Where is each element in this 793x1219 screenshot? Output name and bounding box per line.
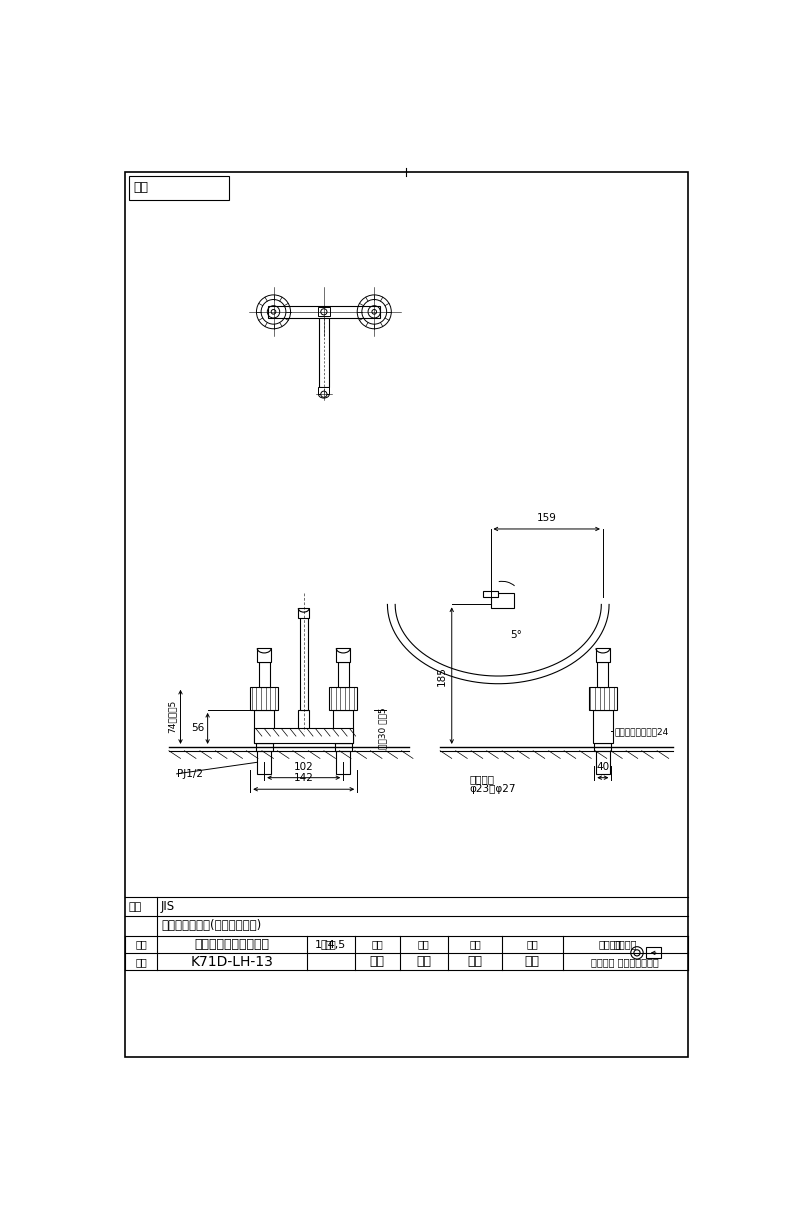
Bar — [254, 729, 354, 744]
Bar — [491, 592, 514, 608]
Bar — [128, 176, 229, 200]
Text: PJ1/2: PJ1/2 — [177, 769, 203, 779]
Text: 第三角法: 第三角法 — [614, 940, 637, 950]
Bar — [646, 947, 661, 958]
Text: 142: 142 — [293, 773, 314, 783]
Bar — [483, 590, 498, 597]
Text: 承認: 承認 — [371, 940, 383, 950]
Text: 取付穴径: 取付穴径 — [469, 774, 495, 784]
Bar — [594, 744, 611, 751]
Text: ツーバルブ台付混合栓: ツーバルブ台付混合栓 — [194, 937, 270, 951]
Bar — [257, 649, 271, 662]
Text: K71D-LH-13: K71D-LH-13 — [190, 954, 274, 969]
Bar — [597, 662, 608, 686]
Bar — [254, 709, 274, 744]
Bar — [593, 709, 613, 744]
Bar — [319, 388, 329, 394]
Text: 159: 159 — [537, 513, 557, 523]
Circle shape — [372, 310, 377, 315]
Circle shape — [321, 391, 327, 397]
Bar — [336, 747, 351, 774]
Circle shape — [271, 310, 276, 315]
Bar — [335, 744, 352, 751]
Text: ．．: ．． — [468, 956, 482, 968]
Bar — [255, 744, 273, 751]
Bar — [320, 318, 328, 388]
Bar — [589, 686, 617, 709]
Text: 図番: 図番 — [133, 182, 148, 194]
Circle shape — [321, 308, 327, 315]
Bar — [338, 662, 349, 686]
Text: 102: 102 — [294, 762, 313, 772]
Text: 尺度: 尺度 — [325, 940, 337, 950]
Text: 185: 185 — [437, 666, 447, 685]
Bar — [333, 709, 354, 744]
Bar — [259, 662, 270, 686]
Text: φ23～φ27: φ23～φ27 — [469, 784, 516, 794]
Text: 40: 40 — [596, 762, 610, 772]
Bar — [300, 616, 308, 709]
Text: 検図: 検図 — [418, 940, 430, 950]
Text: ．．: ．． — [370, 956, 385, 968]
Bar — [318, 307, 330, 317]
Text: 5°: 5° — [510, 630, 522, 640]
Bar — [268, 306, 381, 318]
Text: 品番: 品番 — [135, 957, 147, 967]
Text: 第三角法: 第三角法 — [598, 940, 622, 950]
Bar — [596, 649, 610, 662]
Text: JIS: JIS — [161, 900, 175, 913]
Text: 設計: 設計 — [527, 940, 538, 950]
Bar — [329, 686, 357, 709]
Text: 56: 56 — [191, 723, 205, 734]
Text: 74リフト5: 74リフト5 — [167, 700, 177, 734]
Bar — [596, 747, 610, 774]
Bar — [298, 709, 309, 731]
Bar — [251, 686, 278, 709]
Bar — [257, 747, 271, 774]
Text: 製図: 製図 — [469, 940, 481, 950]
Text: 吐水口は回転式(角度制限なし): 吐水口は回転式(角度制限なし) — [161, 919, 262, 933]
Text: 最大30 最小5: 最大30 最小5 — [378, 707, 387, 750]
Bar — [298, 608, 309, 618]
Text: ロックナット対辺24: ロックナット対辺24 — [615, 727, 668, 736]
Text: 株式会社 三栄水栓製作所: 株式会社 三栄水栓製作所 — [592, 957, 659, 967]
Text: ．．: ．． — [525, 956, 540, 968]
Bar — [336, 649, 351, 662]
Text: ．．: ．． — [416, 956, 431, 968]
Text: 備考: 備考 — [128, 902, 142, 912]
Text: 1：4,5: 1：4,5 — [316, 940, 347, 950]
Text: 品名: 品名 — [135, 940, 147, 950]
